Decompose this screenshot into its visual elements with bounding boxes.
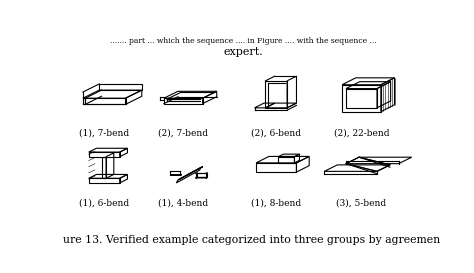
Text: ure 13. Verified example categorized into three groups by agreemen: ure 13. Verified example categorized int… xyxy=(63,235,440,245)
Text: ....... part ... which the sequence .... in Figure .... with the sequence ...: ....... part ... which the sequence ....… xyxy=(109,37,376,44)
Text: (1), 6-bend: (1), 6-bend xyxy=(79,198,129,207)
Text: (1), 7-bend: (1), 7-bend xyxy=(79,129,129,138)
Text: (2), 22-bend: (2), 22-bend xyxy=(334,129,389,138)
Text: expert.: expert. xyxy=(223,47,263,57)
Text: (2), 7-bend: (2), 7-bend xyxy=(158,129,208,138)
Text: (3), 5-bend: (3), 5-bend xyxy=(337,198,387,207)
Text: (1), 8-bend: (1), 8-bend xyxy=(251,198,301,207)
Text: (1), 4-bend: (1), 4-bend xyxy=(158,198,208,207)
Text: (2), 6-bend: (2), 6-bend xyxy=(251,129,301,138)
